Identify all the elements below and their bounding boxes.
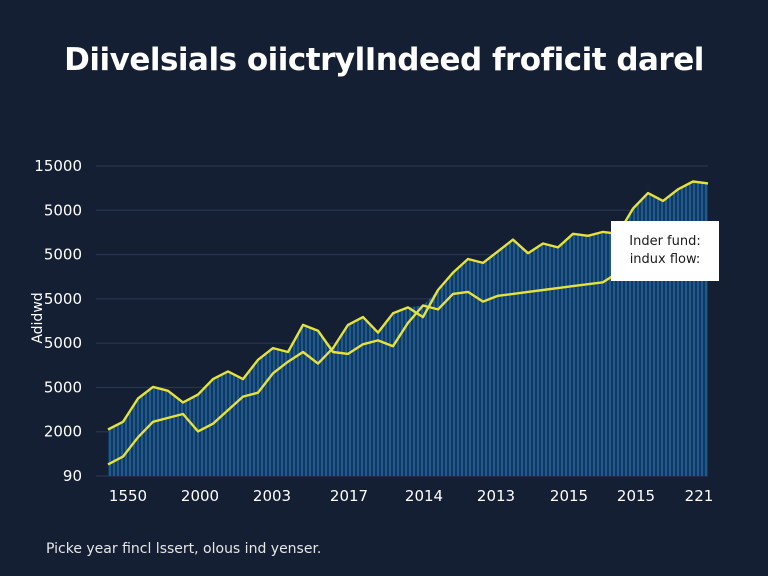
- y-tick-label: 5000: [44, 246, 82, 264]
- legend-line-2: indux flow:: [629, 252, 701, 267]
- series-line-1: [107, 180, 709, 466]
- y-tick-label: 5000: [44, 378, 82, 396]
- x-tick-label: 2015: [617, 487, 655, 505]
- x-tick-label: 2017: [330, 487, 368, 505]
- series-line-2: [107, 222, 709, 431]
- y-tick-label: 2000: [44, 423, 82, 441]
- x-tick-label: 2013: [477, 487, 515, 505]
- y-tick-label: 90: [63, 467, 82, 485]
- area-layer: [108, 181, 708, 476]
- y-axis-ticks: 90 2000 5000 5000 5000 5000 5000 15000: [34, 157, 82, 485]
- x-axis-ticks: 1550 2000 2003 2017 2014 2013 2015 2015 221: [109, 487, 713, 505]
- x-tick-label: 221: [685, 487, 714, 505]
- y-tick-label: 5000: [44, 201, 82, 219]
- y-axis-label: Adidwd: [30, 292, 46, 343]
- y-tick-label: 5000: [44, 290, 82, 308]
- x-tick-label: 2015: [550, 487, 588, 505]
- y-tick-label: 15000: [34, 157, 82, 175]
- x-tick-label: 2003: [253, 487, 291, 505]
- legend-box: Inder fund: indux flow:: [611, 221, 719, 281]
- legend-line-1: Inder fund:: [629, 234, 701, 249]
- x-tick-label: 2000: [181, 487, 219, 505]
- x-tick-label: 2014: [405, 487, 443, 505]
- x-tick-label: 1550: [109, 487, 147, 505]
- y-tick-label: 5000: [44, 334, 82, 352]
- footnote: Picke year fincl lssert, olous ind yense…: [46, 541, 322, 557]
- chart-title: Diivelsials oiictrylIndeed froficit dare…: [64, 42, 704, 78]
- line-layer: [107, 180, 709, 466]
